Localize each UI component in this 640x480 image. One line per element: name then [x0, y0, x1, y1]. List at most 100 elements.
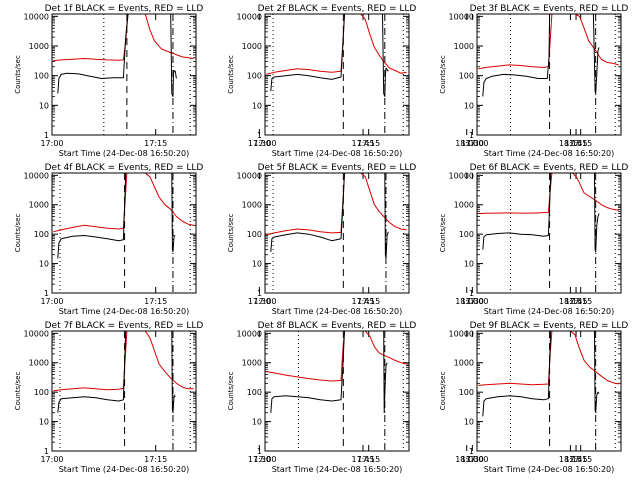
y-tick-label: 10000: [449, 171, 474, 180]
y-tick-label: 10000: [24, 171, 49, 180]
chart-panel-9: Det 9f BLACK = Events, RED = LLD 1 10 100 10…: [439, 321, 628, 474]
y-tick-label: 1: [469, 131, 474, 140]
plot-area: [266, 173, 407, 293]
x-axis-label: Start Time (24-Dec-08 16:50:20): [272, 307, 403, 316]
y-tick-label: 10000: [24, 329, 49, 338]
y-tick-label: 100: [459, 72, 474, 81]
x-tick-label: 17:15: [569, 297, 592, 306]
plot-frame: [51, 13, 197, 136]
series-line-events: [57, 173, 176, 259]
x-tick-label: 17:15: [569, 139, 592, 148]
y-tick-label: 10000: [449, 329, 474, 338]
y-tick-label: 10: [464, 418, 474, 427]
x-tick-label: 18:15: [559, 455, 582, 464]
y-tick-label: 10: [39, 418, 49, 427]
x-axis-label: Start Time (24-Dec-08 16:50:20): [59, 465, 190, 474]
y-tick-label: 10: [252, 418, 262, 427]
y-tick-label: 10: [252, 101, 262, 110]
series-line-lld: [266, 14, 407, 75]
x-tick-label: 17:15: [144, 139, 167, 148]
x-axis-label: Start Time (24-Dec-08 16:50:20): [272, 465, 403, 474]
x-tick-label: 17:45: [565, 455, 588, 464]
series-line-events: [57, 331, 176, 414]
chart-title: Det 4f BLACK = Events, RED = LLD: [45, 163, 204, 173]
series-line-events: [482, 173, 600, 253]
y-tick-label: 10: [39, 260, 49, 269]
x-tick-label: 17:00: [253, 455, 276, 464]
x-tick-label: 17:45: [352, 455, 375, 464]
chart-panel-5: Det 5f BLACK = Events, RED = LLD 1 10 100 10…: [227, 163, 588, 316]
chart-title: Det 5f BLACK = Events, RED = LLD: [258, 163, 417, 173]
y-tick-label: 10000: [237, 12, 262, 21]
x-tick-label: 17:15: [144, 455, 167, 464]
plot-area: [53, 331, 194, 451]
plot-frame: [264, 330, 410, 452]
x-tick-label: 17:30: [461, 139, 484, 148]
x-tick-label: 17:15: [357, 297, 380, 306]
y-tick-label: 1000: [242, 359, 262, 368]
series-line-lld: [478, 173, 619, 215]
y-tick-label: 10: [252, 260, 262, 269]
series-line-lld: [53, 331, 194, 392]
x-tick-label: 18:00: [455, 455, 478, 464]
y-tick-label: 10000: [237, 171, 262, 180]
y-tick-label: 100: [34, 72, 49, 81]
y-tick-label: 1000: [454, 42, 474, 51]
x-axis-label: Start Time (24-Dec-08 16:50:20): [484, 465, 615, 474]
chart-title: Det 3f BLACK = Events, RED = LLD: [470, 4, 629, 14]
chart-title: Det 6f BLACK = Events, RED = LLD: [470, 163, 629, 173]
series-line-lld: [266, 331, 407, 382]
x-tick-label: 17:15: [357, 455, 380, 464]
y-tick-label: 100: [247, 230, 262, 239]
plot-area: [266, 331, 407, 451]
y-axis-label: Counts/sec: [227, 214, 235, 253]
plot-area: [266, 14, 407, 135]
y-tick-label: 100: [34, 230, 49, 239]
series-line-events: [482, 331, 600, 417]
chart-panel-8: Det 8f BLACK = Events, RED = LLD 1 10 100 10…: [227, 321, 588, 474]
series-line-events: [270, 173, 389, 259]
y-axis-label: Counts/sec: [14, 372, 22, 411]
series-line-lld: [478, 331, 619, 386]
plot-frame: [476, 13, 622, 136]
x-tick-label: 17:00: [253, 139, 276, 148]
series-line-events: [270, 331, 388, 414]
x-axis-label: Start Time (24-Dec-08 16:50:20): [484, 149, 615, 158]
chart-title: Det 1f BLACK = Events, RED = LLD: [45, 4, 204, 14]
y-tick-label: 10: [39, 101, 49, 110]
y-tick-label: 1000: [454, 359, 474, 368]
y-axis-label: Counts/sec: [14, 55, 22, 94]
y-tick-label: 100: [247, 388, 262, 397]
x-tick-label: 17:30: [461, 297, 484, 306]
y-tick-label: 10000: [24, 12, 49, 21]
x-tick-label: 17:00: [40, 297, 63, 306]
x-tick-label: 17:00: [40, 139, 63, 148]
chart-panel-6: Det 6f BLACK = Events, RED = LLD 1 10 100 10…: [439, 163, 629, 316]
y-tick-label: 1000: [242, 42, 262, 51]
x-axis-label: Start Time (24-Dec-08 16:50:20): [59, 149, 190, 158]
plot-area: [53, 14, 194, 135]
y-tick-label: 10000: [237, 329, 262, 338]
x-tick-label: 17:30: [248, 455, 271, 464]
y-tick-label: 1: [257, 131, 262, 140]
x-tick-label: 17:00: [465, 297, 488, 306]
plot-area: [478, 331, 619, 451]
x-tick-label: 17:45: [565, 297, 588, 306]
plot-frame: [51, 330, 197, 452]
x-tick-label: 17:00: [253, 297, 276, 306]
chart-title: Det 7f BLACK = Events, RED = LLD: [45, 321, 204, 331]
y-axis-label: Counts/sec: [227, 55, 235, 94]
series-line-lld: [478, 14, 619, 70]
chart-panel-7: Det 7f BLACK = Events, RED = LLD 1 10 100 10…: [14, 321, 582, 474]
y-axis-label: Counts/sec: [227, 372, 235, 411]
x-tick-label: 17:00: [40, 455, 63, 464]
y-axis-label: Counts/sec: [439, 55, 447, 94]
y-tick-label: 1: [469, 289, 474, 298]
y-tick-label: 100: [459, 388, 474, 397]
plot-frame: [264, 172, 410, 294]
y-tick-label: 100: [459, 230, 474, 239]
x-tick-label: 18:00: [455, 139, 478, 148]
chart-panel-2: Det 2f BLACK = Events, RED = LLD 1 10 100 10…: [227, 4, 588, 158]
y-tick-label: 1000: [29, 201, 49, 210]
